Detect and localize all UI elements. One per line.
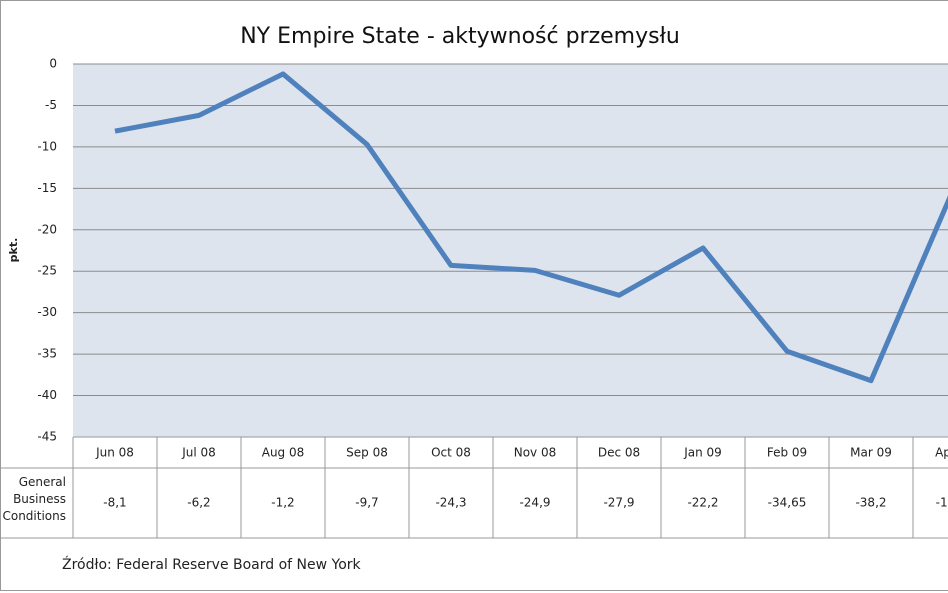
x-tick-label: Jul 08 <box>181 446 216 460</box>
y-tick-label: -40 <box>37 388 57 402</box>
value-label: -14,65 <box>936 496 948 510</box>
y-tick-label: -15 <box>37 181 57 195</box>
y-tick-label: 0 <box>49 57 57 71</box>
y-tick-label: -30 <box>37 305 57 319</box>
value-label: -34,65 <box>768 496 807 510</box>
chart-title: NY Empire State - aktywność przemysłu <box>240 24 680 49</box>
data-line <box>114 71 948 384</box>
value-label: -1,2 <box>271 496 294 510</box>
value-label: -22,2 <box>687 496 718 510</box>
x-tick-label: Jan 09 <box>683 446 722 460</box>
x-tick-label: Oct 08 <box>431 446 471 460</box>
y-tick-label: -10 <box>37 139 57 153</box>
value-label: -38,2 <box>855 496 886 510</box>
y-axis-label: pkt. <box>7 238 20 263</box>
series-name: General Business Conditions <box>2 475 66 523</box>
value-label: -24,9 <box>519 496 550 510</box>
x-tick-label: Mar 09 <box>850 446 892 460</box>
value-label: -24,3 <box>435 496 466 510</box>
plot-area <box>73 64 948 437</box>
value-label: -6,2 <box>187 496 210 510</box>
x-tick-label: Sep 08 <box>346 446 388 460</box>
x-tick-label: Dec 08 <box>598 446 640 460</box>
value-label: -27,9 <box>603 496 634 510</box>
y-tick-label: -25 <box>37 264 57 278</box>
x-tick-label: Nov 08 <box>514 446 557 460</box>
y-tick-label: -5 <box>45 98 57 112</box>
x-tick-label: Apr 09 <box>935 446 948 460</box>
value-label: -9,7 <box>355 496 378 510</box>
y-tick-label: -35 <box>37 347 57 361</box>
x-tick-label: Feb 09 <box>767 446 807 460</box>
source: Źródło: Federal Reserve Board of New Yor… <box>62 555 362 573</box>
x-tick-label: Jun 08 <box>95 446 134 460</box>
y-tick-label: -45 <box>37 430 57 444</box>
value-label: -8,1 <box>103 496 126 510</box>
y-tick-label: -20 <box>37 222 57 236</box>
x-tick-label: Aug 08 <box>262 446 305 460</box>
